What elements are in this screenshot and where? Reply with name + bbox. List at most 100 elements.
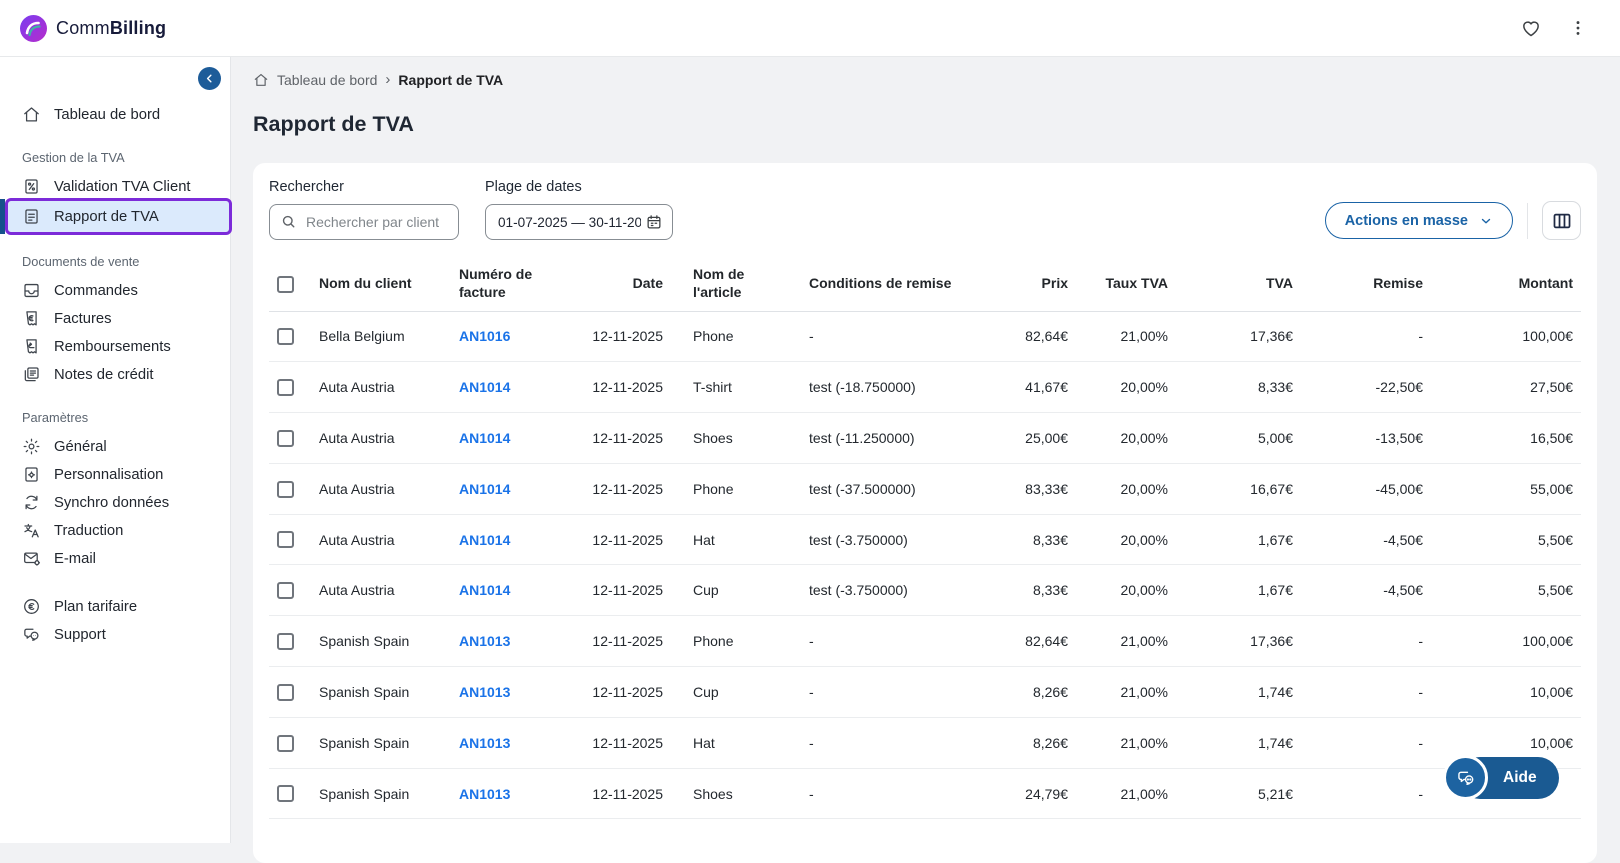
content-card: Rechercher Plage de dates 01-07-2025 — 3… bbox=[253, 163, 1597, 863]
row-checkbox[interactable] bbox=[277, 735, 294, 752]
invoice-link[interactable]: AN1014 bbox=[459, 582, 510, 598]
sidebar-item-synchro-donnees[interactable]: Synchro données bbox=[0, 489, 230, 516]
checkbox-cell bbox=[269, 362, 311, 413]
row-checkbox[interactable] bbox=[277, 531, 294, 548]
calendar-icon bbox=[645, 213, 663, 231]
sidebar-item-notes-de-credit[interactable]: Notes de crédit bbox=[0, 361, 230, 388]
bulk-actions-label: Actions en masse bbox=[1345, 213, 1468, 229]
sidebar-item-tableau-de-bord[interactable]: Tableau de bord bbox=[0, 101, 230, 128]
row-checkbox[interactable] bbox=[277, 684, 294, 701]
amount-cell: 100,00€ bbox=[1431, 311, 1581, 362]
article-cell: Hat bbox=[671, 514, 801, 565]
sidebar-item-remboursements[interactable]: Remboursements bbox=[0, 333, 230, 360]
sidebar-item-factures[interactable]: Factures bbox=[0, 305, 230, 332]
invoice-link[interactable]: AN1014 bbox=[459, 430, 510, 446]
client-cell: Spanish Spain bbox=[311, 667, 451, 718]
invoice-link[interactable]: AN1013 bbox=[459, 684, 510, 700]
checkbox-cell bbox=[269, 463, 311, 514]
discount-cell: - bbox=[1301, 616, 1431, 667]
discount-conditions-cell: - bbox=[801, 768, 961, 819]
chat-bubbles-icon bbox=[1455, 767, 1477, 789]
header-nom-article: Nom de l'article bbox=[671, 257, 801, 311]
discount-conditions-cell: - bbox=[801, 311, 961, 362]
sidebar-item-validation-tva-client[interactable]: Validation TVA Client bbox=[0, 173, 230, 200]
discount-conditions-cell: test (-3.750000) bbox=[801, 514, 961, 565]
invoice-cell: AN1013 bbox=[451, 768, 581, 819]
row-checkbox[interactable] bbox=[277, 379, 294, 396]
amount-cell: 16,50€ bbox=[1431, 413, 1581, 464]
receipt-refund-icon bbox=[22, 337, 41, 356]
vat-amount-cell: 16,67€ bbox=[1176, 463, 1301, 514]
invoice-link[interactable]: AN1014 bbox=[459, 379, 510, 395]
search-input[interactable] bbox=[269, 204, 459, 240]
breadcrumb-home[interactable]: Tableau de bord bbox=[277, 72, 377, 88]
document-percent-icon bbox=[22, 177, 41, 196]
sidebar-item-general[interactable]: Général bbox=[0, 433, 230, 460]
sidebar-item-email[interactable]: E-mail bbox=[0, 545, 230, 572]
favorites-button[interactable] bbox=[1520, 17, 1542, 39]
sidebar-item-plan-tarifaire[interactable]: Plan tarifaire bbox=[0, 593, 230, 620]
sidebar-collapse-button[interactable] bbox=[198, 67, 221, 90]
home-icon bbox=[22, 105, 41, 124]
row-checkbox[interactable] bbox=[277, 582, 294, 599]
invoice-link[interactable]: AN1016 bbox=[459, 328, 510, 344]
row-checkbox[interactable] bbox=[277, 328, 294, 345]
header-conditions-remise: Conditions de remise bbox=[801, 257, 961, 311]
bulk-actions-button[interactable]: Actions en masse bbox=[1325, 202, 1513, 239]
invoice-cell: AN1014 bbox=[451, 463, 581, 514]
client-cell: Auta Austria bbox=[311, 413, 451, 464]
row-checkbox[interactable] bbox=[277, 633, 294, 650]
more-menu-button[interactable] bbox=[1568, 18, 1588, 38]
sidebar-item-commandes[interactable]: Commandes bbox=[0, 277, 230, 304]
amount-cell: 5,50€ bbox=[1431, 565, 1581, 616]
search-label: Rechercher bbox=[269, 179, 459, 195]
chevron-down-icon bbox=[1479, 214, 1493, 228]
sidebar-section-gestion-tva: Gestion de la TVA bbox=[0, 150, 230, 165]
invoice-link[interactable]: AN1013 bbox=[459, 735, 510, 751]
header-prix: Prix bbox=[961, 257, 1076, 311]
sidebar-item-personnalisation[interactable]: Personnalisation bbox=[0, 461, 230, 488]
client-cell: Auta Austria bbox=[311, 565, 451, 616]
row-checkbox[interactable] bbox=[277, 430, 294, 447]
sidebar: Tableau de bord Gestion de la TVA Valida… bbox=[0, 57, 231, 843]
vat-amount-cell: 1,74€ bbox=[1176, 667, 1301, 718]
invoice-link[interactable]: AN1013 bbox=[459, 786, 510, 802]
row-checkbox[interactable] bbox=[277, 481, 294, 498]
sidebar-item-rapport-de-tva[interactable]: Rapport de TVA bbox=[8, 201, 229, 232]
vat-amount-cell: 17,36€ bbox=[1176, 311, 1301, 362]
discount-cell: -22,50€ bbox=[1301, 362, 1431, 413]
discount-conditions-cell: test (-18.750000) bbox=[801, 362, 961, 413]
discount-cell: -45,00€ bbox=[1301, 463, 1431, 514]
brand-name: CommBilling bbox=[56, 18, 166, 39]
article-cell: T-shirt bbox=[671, 362, 801, 413]
vat-rate-cell: 21,00% bbox=[1076, 667, 1176, 718]
column-settings-button[interactable] bbox=[1542, 201, 1581, 240]
client-cell: Auta Austria bbox=[311, 362, 451, 413]
discount-conditions-cell: - bbox=[801, 717, 961, 768]
sidebar-item-traduction[interactable]: Traduction bbox=[0, 517, 230, 544]
sidebar-item-support[interactable]: Support bbox=[0, 621, 230, 648]
invoice-link[interactable]: AN1014 bbox=[459, 532, 510, 548]
row-checkbox[interactable] bbox=[277, 785, 294, 802]
date-range-input[interactable]: 01-07-2025 — 30-11-202 bbox=[485, 204, 673, 240]
article-cell: Shoes bbox=[671, 413, 801, 464]
invoice-cell: AN1013 bbox=[451, 667, 581, 718]
commbilling-logo-icon bbox=[20, 15, 47, 42]
invoice-link[interactable]: AN1013 bbox=[459, 633, 510, 649]
client-cell: Spanish Spain bbox=[311, 616, 451, 667]
invoice-link[interactable]: AN1014 bbox=[459, 481, 510, 497]
vat-rate-cell: 21,00% bbox=[1076, 616, 1176, 667]
help-button[interactable]: Aide bbox=[1459, 757, 1559, 799]
client-cell: Spanish Spain bbox=[311, 768, 451, 819]
brand[interactable]: CommBilling bbox=[20, 15, 166, 42]
select-all-checkbox[interactable] bbox=[277, 276, 294, 293]
amount-cell: 5,50€ bbox=[1431, 514, 1581, 565]
